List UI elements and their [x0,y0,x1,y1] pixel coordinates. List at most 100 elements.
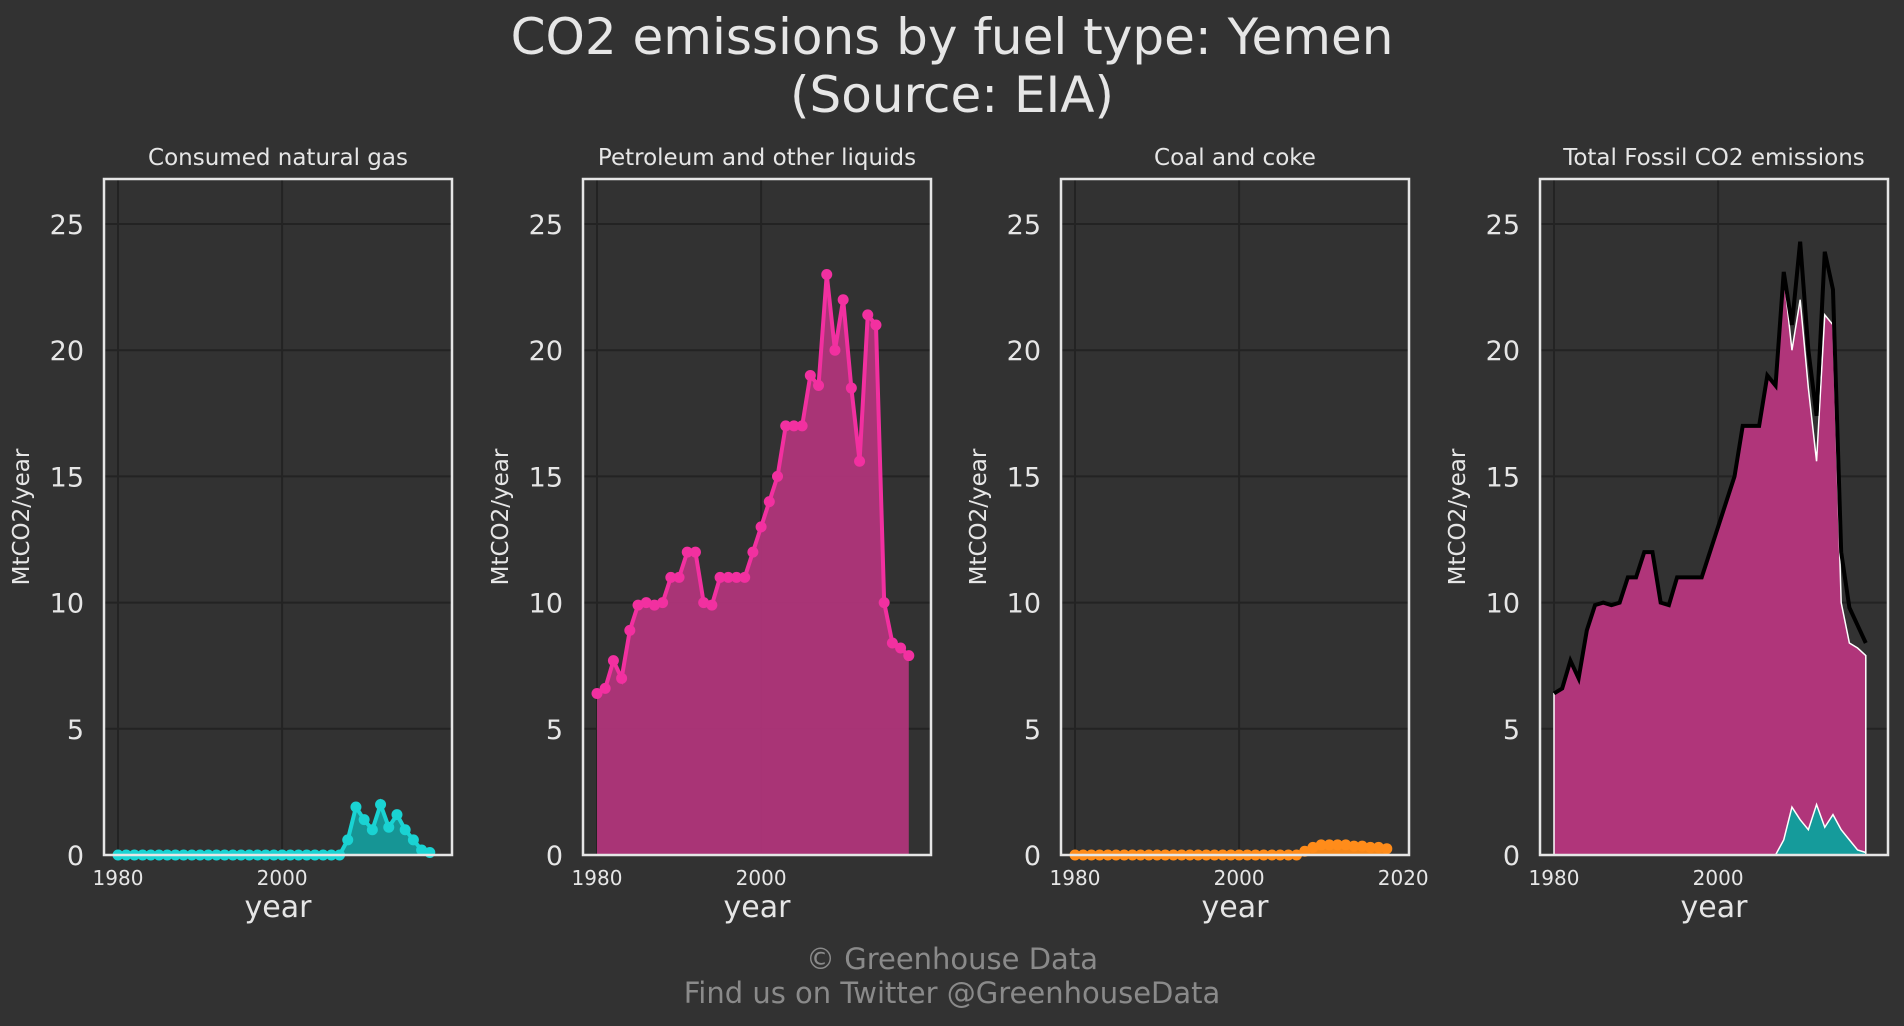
gas-point [342,834,354,846]
petroleum-point [870,319,882,331]
petroleum-point [739,571,751,583]
y-tick-label: 5 [67,715,84,746]
y-tick-label: 10 [529,589,563,620]
gas-point [407,834,419,846]
panel-title: Total Fossil CO2 emissions [1562,145,1865,171]
plot-frame [102,177,454,857]
coal-point [1373,841,1385,853]
petroleum-point [895,642,907,654]
gas-point [375,799,387,811]
y-tick-label: 15 [50,462,84,493]
gas-point [399,824,411,836]
x-tick-label: 2000 [1214,866,1265,890]
footer-credit: © Greenhouse Data [806,942,1098,976]
petroleum-point [813,380,825,392]
petroleum-point [755,521,767,533]
petroleum-point [845,382,857,394]
y-tick-label: 5 [546,715,563,746]
petroleum-point [730,571,742,583]
gas-point [350,801,362,813]
chart-panel-1: Consumed natural gas 0 5 10 15 20 25 1980 2000ye… [9,145,454,925]
coal-point [1340,839,1352,851]
coal-point [1315,839,1327,851]
petroleum-point [854,455,866,467]
x-tick-label: 2000 [1693,866,1744,890]
y-tick-label: 0 [1503,841,1520,872]
y-tick-label: 0 [67,841,84,872]
chart-panel-3: Coal and coke 0 5 10 15 20 25 1980 2000 2020 year M… [966,145,1429,925]
petroleum-point [747,546,759,558]
gas-point [358,814,370,826]
y-tick-label: 20 [529,336,563,367]
petroleum-point [706,599,718,611]
y-tick-label: 0 [546,841,563,872]
petroleum-point [862,309,874,321]
gas-point [366,824,378,836]
petroleum-point [780,420,792,432]
petroleum-area [597,274,909,856]
y-tick-label: 5 [1503,715,1520,746]
x-axis-label: year [245,890,313,925]
y-tick-label: 25 [529,210,563,241]
x-axis-label: year [724,890,792,925]
petroleum-point [878,597,890,609]
petroleum-point [788,420,800,432]
total-line [1552,241,1868,696]
y-tick-label: 0 [1024,841,1041,872]
coal-point [1356,840,1368,852]
petroleum-point [607,655,619,667]
plot-frame [581,177,933,857]
petroleum-point [903,650,915,662]
plot-frame [1059,177,1411,857]
x-tick-label: 2020 [1378,866,1429,890]
petroleum-point [714,571,726,583]
y-axis-label: MtCO2/year [1445,448,1471,585]
gas-point [383,821,395,833]
gas-point [424,846,436,858]
petroleum-point [772,470,784,482]
chart-panel-4: Total Fossil CO2 emissions 0 5 10 15 20 25 1980… [1445,145,1890,925]
figure-title: CO2 emissions by fuel type: Yemen [510,8,1394,66]
footer-twitter: Find us on Twitter @GreenhouseData [683,976,1221,1010]
y-tick-label: 20 [1486,336,1520,367]
x-axis-label: year [1202,890,1270,925]
y-axis-label: MtCO2/year [9,448,35,585]
petroleum-point [829,344,841,356]
gas-point [391,809,403,821]
y-tick-label: 5 [1024,715,1041,746]
x-axis-label: year [1681,890,1749,925]
panel-title: Coal and coke [1154,145,1316,171]
petroleum-point [657,597,669,609]
y-tick-label: 10 [1007,589,1041,620]
coal-point [1381,843,1393,855]
y-tick-label: 25 [50,210,84,241]
x-tick-label: 1980 [1050,866,1101,890]
coal-point [1323,839,1335,851]
chart-panel-2: Petroleum and other liquids 0 5 10 15 20 25 198… [488,145,933,925]
y-tick-label: 20 [50,336,84,367]
petroleum-point [665,571,677,583]
y-tick-label: 15 [529,462,563,493]
petroleum-point [616,672,628,684]
y-tick-label: 15 [1007,462,1041,493]
y-tick-label: 25 [1007,210,1041,241]
petroleum-point [804,369,816,381]
petroleum-point [591,687,603,699]
petroleum-point [624,624,636,636]
x-tick-label: 2000 [736,866,787,890]
y-axis-label: MtCO2/year [966,448,992,585]
petroleum-point [673,571,685,583]
x-tick-label: 1980 [1529,866,1580,890]
panel-title: Petroleum and other liquids [598,145,916,171]
x-tick-label: 2000 [257,866,308,890]
x-tick-label: 1980 [93,866,144,890]
petroleum-point [763,496,775,508]
plot-frame [1538,177,1890,857]
y-tick-label: 25 [1486,210,1520,241]
petroleum-point [689,546,701,558]
y-tick-label: 15 [1486,462,1520,493]
petroleum-point [681,546,693,558]
coal-point [1364,841,1376,853]
